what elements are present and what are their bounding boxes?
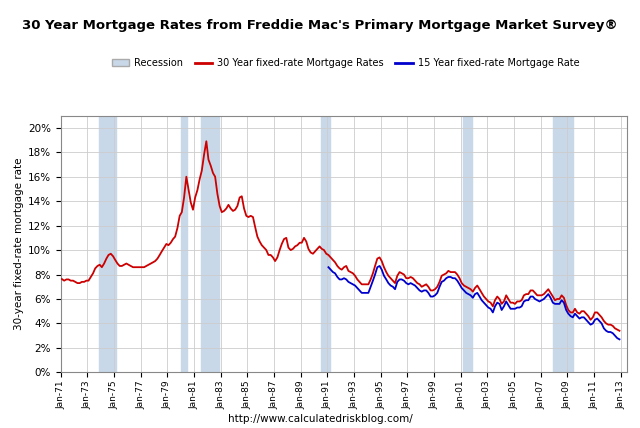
- Bar: [180, 116, 188, 372]
- Bar: [321, 116, 330, 372]
- Bar: [463, 116, 472, 372]
- Bar: [99, 116, 116, 372]
- Bar: [553, 116, 573, 372]
- Text: 30 Year Mortgage Rates from Freddie Mac's Primary Mortgage Market Survey®: 30 Year Mortgage Rates from Freddie Mac'…: [22, 19, 618, 32]
- Legend: Recession, 30 Year fixed-rate Mortgage Rates, 15 Year fixed-rate Mortgage Rate: Recession, 30 Year fixed-rate Mortgage R…: [108, 54, 583, 72]
- Y-axis label: 30-year fixed-rate mortgage rate: 30-year fixed-rate mortgage rate: [14, 158, 24, 330]
- Bar: [201, 116, 218, 372]
- Text: http://www.calculatedriskblog.com/: http://www.calculatedriskblog.com/: [228, 414, 412, 424]
